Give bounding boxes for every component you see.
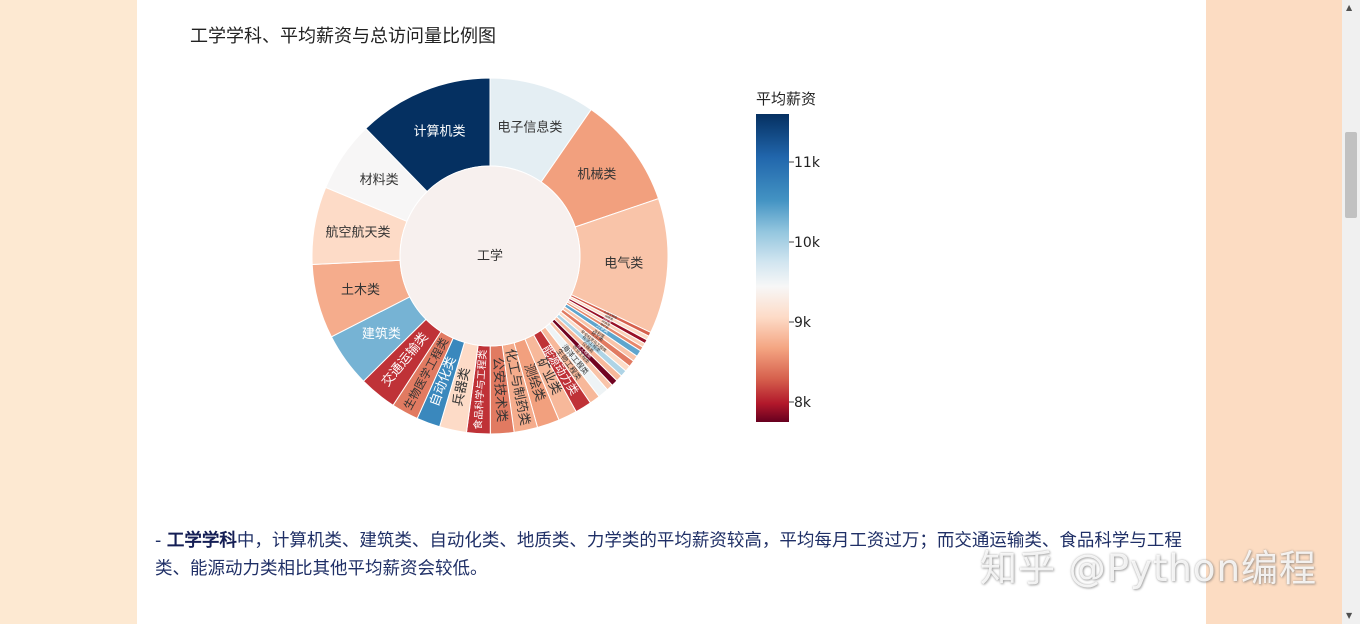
segment-label: 航空航天类 (326, 224, 391, 240)
segment-label: 地质类 (604, 313, 614, 322)
colorbar-title: 平均薪资 (756, 90, 816, 108)
segment-label: 材料类 (360, 173, 399, 188)
page-side-band (1206, 0, 1342, 624)
segment-label: 电子信息类 (497, 120, 562, 136)
chevron-down-icon[interactable]: ▼ (1346, 611, 1353, 620)
segment-label: 土木类 (341, 283, 380, 298)
segment-label: 地矿类 (599, 321, 609, 330)
scrollbar[interactable]: ▲ ▼ (1342, 0, 1360, 624)
center-label: 工学 (477, 248, 503, 264)
segment-label: 计算机类 (414, 124, 466, 139)
colorbar-gradient (756, 114, 789, 422)
paragraph-prefix: - (155, 531, 167, 551)
segment-label: 公安技术类 (490, 357, 509, 423)
segment-label: 土木工程类 (603, 309, 619, 320)
sunburst-ring: 电子信息类机械类电气类土木工程类地质类纺织类环境类地矿类力学类水利类轻工类安全科… (311, 77, 669, 435)
scrollbar-thumb[interactable] (1345, 132, 1357, 218)
chart-title: 工学学科、平均薪资与总访问量比例图 (190, 26, 496, 47)
analysis-paragraph: - 工学学科中，计算机类、建筑类、自动化类、地质类、力学类的平均薪资较高，平均每… (155, 527, 1185, 583)
paragraph-strong: 工学学科 (166, 531, 237, 551)
chevron-up-icon[interactable]: ▲ (1346, 3, 1353, 12)
segment-label: 电气类 (604, 255, 643, 271)
colorbar-tick-label: 9k (794, 315, 812, 331)
colorbar-tick-label: 11k (794, 155, 821, 171)
colorbar-tick-label: 10k (794, 235, 821, 251)
segment-label: 水利类 (593, 327, 606, 339)
paragraph-text: 中，计算机类、建筑类、自动化类、地质类、力学类的平均薪资较高，平均每月工资过万；… (155, 531, 1182, 579)
watermark: 知乎 @Python编程 (980, 547, 1318, 590)
segment-label: 环境类 (601, 318, 611, 327)
colorbar-tick-label: 8k (794, 395, 812, 411)
segment-label: 机械类 (577, 168, 616, 183)
segment-label: 建筑类 (362, 326, 401, 342)
article-body (137, 0, 1206, 624)
colorbar: 平均薪资 11k 10k 9k 8k (756, 90, 821, 422)
sunburst-center[interactable]: 工学 (399, 165, 581, 347)
segment-label: 纺织类 (602, 316, 612, 325)
sunburst-chart: 工学学科、平均薪资与总访问量比例图 电子信息类机械类电气类土木工程类地质类纺织类… (190, 26, 821, 435)
